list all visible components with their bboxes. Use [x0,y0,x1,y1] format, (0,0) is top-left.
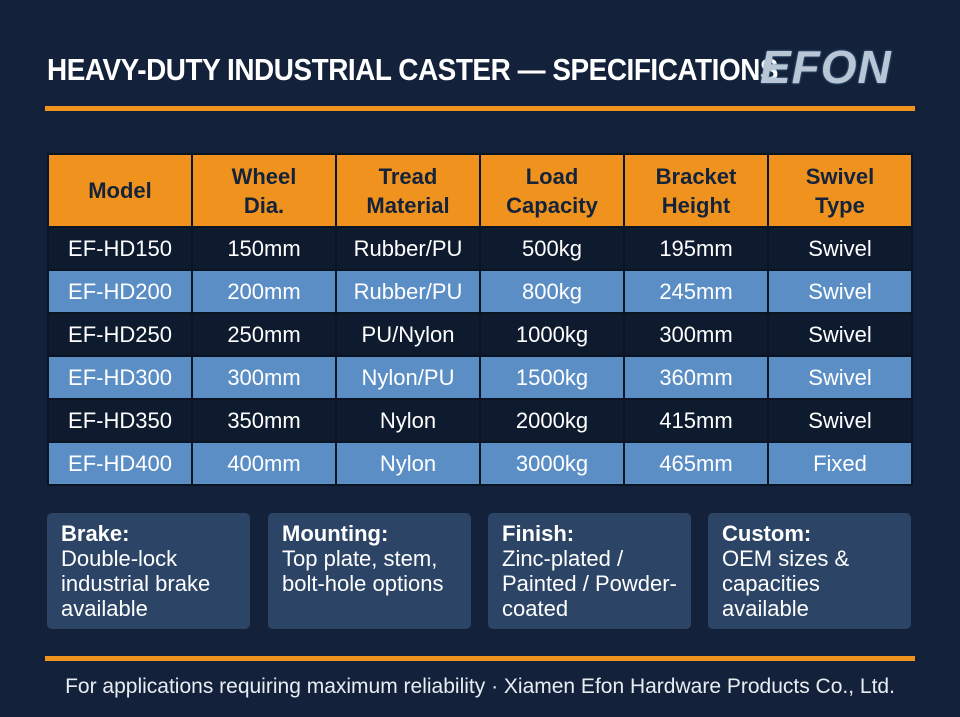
table-cell: 360mm [623,355,769,400]
table-cell: 300mm [191,355,337,400]
table-cell: Swivel [767,226,913,271]
column-header: Load Capacity [479,153,625,228]
feature-card: Mounting: Top plate, stem, bolt-hole opti… [268,513,471,629]
table-cell: 500kg [479,226,625,271]
feature-label: Custom: [722,521,812,546]
table-cell: Rubber/PU [335,269,481,314]
table-cell: 245mm [623,269,769,314]
table-cell: 2000kg [479,398,625,443]
table-row: EF-HD350 350mm Nylon 2000kg 415mm Swivel [47,398,913,443]
table-cell: 195mm [623,226,769,271]
feature-label: Finish: [502,521,575,546]
table-row: EF-HD400 400mm Nylon 3000kg 465mm Fixed [47,441,913,486]
table-cell: Swivel [767,312,913,357]
table-cell: 465mm [623,441,769,486]
table-row: EF-HD250 250mm PU/Nylon 1000kg 300mm Swivel [47,312,913,357]
column-header: Wheel Dia. [191,153,337,228]
feature-label: Brake: [61,521,130,546]
spec-table: Model Wheel Dia. Tread Material Load Capaci… [47,153,913,486]
table-cell: 150mm [191,226,337,271]
table-cell: 350mm [191,398,337,443]
column-header: Swivel Type [767,153,913,228]
column-header: Model [47,153,193,228]
table-row: EF-HD200 200mm Rubber/PU 800kg 245mm Swivel [47,269,913,314]
feature-text: OEM sizes & capacities available [722,546,850,621]
table-row: EF-HD300 300mm Nylon/PU 1500kg 360mm Swivel [47,355,913,400]
table-cell: Fixed [767,441,913,486]
table-cell: 300mm [623,312,769,357]
feature-text: Top plate, stem, bolt-hole options [282,546,444,596]
table-cell: Nylon/PU [335,355,481,400]
column-header: Bracket Height [623,153,769,228]
table-cell: Nylon [335,441,481,486]
table-cell: 800kg [479,269,625,314]
feature-card: Finish: Zinc-plated / Painted / Powder-co… [488,513,691,629]
table-cell: 200mm [191,269,337,314]
footer: For applications requiring maximum relia… [65,675,895,698]
logo: EFON [760,41,892,93]
table-cell: Nylon [335,398,481,443]
table-cell: Swivel [767,355,913,400]
table-cell: EF-HD300 [47,355,193,400]
table-cell: 3000kg [479,441,625,486]
table-row: EF-HD150 150mm Rubber/PU 500kg 195mm Swivel [47,226,913,271]
feature-card: Custom: OEM sizes & capacities available [708,513,911,629]
feature-text: Zinc-plated / Painted / Powder-coated [502,546,677,621]
column-header: Tread Material [335,153,481,228]
divider [45,106,915,111]
table-cell: 415mm [623,398,769,443]
table-cell: Swivel [767,398,913,443]
feature-card: Brake: Double-lock industrial brake avail… [47,513,250,629]
table-cell: 1000kg [479,312,625,357]
title: HEAVY-DUTY INDUSTRIAL CASTER — SPECIFICA… [47,52,779,87]
table-cell: Swivel [767,269,913,314]
table-cell: EF-HD150 [47,226,193,271]
table-cell: EF-HD200 [47,269,193,314]
feature-text: Double-lock industrial brake available [61,546,211,621]
table-cell: PU/Nylon [335,312,481,357]
table-cell: 400mm [191,441,337,486]
feature-label: Mounting: [282,521,389,546]
table-cell: Rubber/PU [335,226,481,271]
table-cell: EF-HD250 [47,312,193,357]
table-cell: EF-HD350 [47,398,193,443]
divider [45,656,915,661]
table-cell: EF-HD400 [47,441,193,486]
table-cell: 250mm [191,312,337,357]
table-cell: 1500kg [479,355,625,400]
